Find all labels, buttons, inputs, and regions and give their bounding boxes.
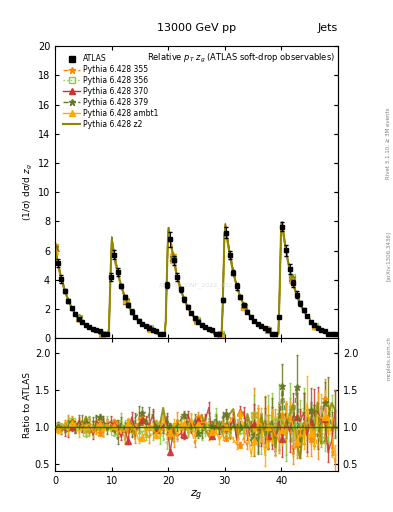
Text: Jets: Jets xyxy=(318,23,338,33)
X-axis label: $z_g$: $z_g$ xyxy=(190,488,203,503)
Text: Rivet 3.1.10, ≥ 3M events: Rivet 3.1.10, ≥ 3M events xyxy=(386,108,391,179)
Text: mcplots.cern.ch: mcplots.cern.ch xyxy=(386,336,391,380)
Text: 13000 GeV pp: 13000 GeV pp xyxy=(157,23,236,33)
Text: ATLAS_CONF_2022_062: ATLAS_CONF_2022_062 xyxy=(160,283,233,288)
Text: Relative $p_T$ $z_g$ (ATLAS soft-drop observables): Relative $p_T$ $z_g$ (ATLAS soft-drop ob… xyxy=(147,52,335,65)
Y-axis label: Ratio to ATLAS: Ratio to ATLAS xyxy=(23,372,32,438)
Y-axis label: (1/σ) dσ/d $z_g$: (1/σ) dσ/d $z_g$ xyxy=(22,163,35,221)
Legend: ATLAS, Pythia 6.428 355, Pythia 6.428 356, Pythia 6.428 370, Pythia 6.428 379, P: ATLAS, Pythia 6.428 355, Pythia 6.428 35… xyxy=(62,53,160,131)
Text: [arXiv:1306.3436]: [arXiv:1306.3436] xyxy=(386,231,391,281)
